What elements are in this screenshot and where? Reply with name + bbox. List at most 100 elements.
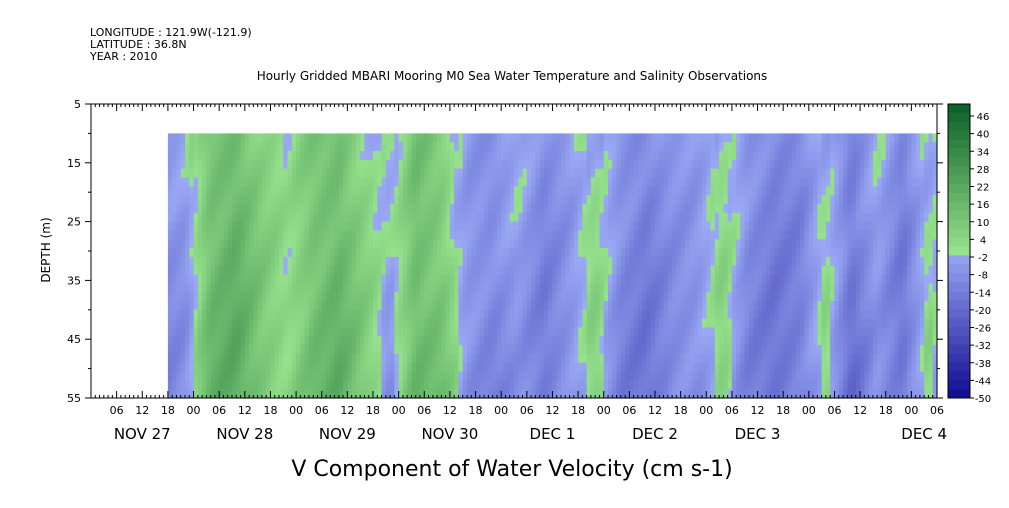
x-tick-label: 12 bbox=[135, 404, 149, 417]
y-tick-label: 55 bbox=[67, 392, 81, 405]
colorbar-label: -26 bbox=[975, 324, 991, 335]
x-tick-label: 12 bbox=[238, 404, 252, 417]
colorbar-swatch bbox=[948, 282, 970, 291]
colorbar-swatch bbox=[948, 353, 970, 362]
x-tick-label: 18 bbox=[263, 404, 277, 417]
colorbar-swatch bbox=[948, 255, 970, 264]
colorbar-swatch bbox=[948, 327, 970, 336]
colorbar-label: -2 bbox=[978, 253, 988, 264]
colorbar-swatch bbox=[948, 389, 970, 398]
colorbar-swatch bbox=[948, 113, 970, 122]
colorbar-swatch bbox=[948, 122, 970, 131]
y-tick-label: 5 bbox=[74, 98, 81, 111]
colorbar-label: -44 bbox=[975, 376, 991, 387]
x-tick-label: 00 bbox=[187, 404, 201, 417]
x-tick-label: 18 bbox=[571, 404, 585, 417]
y-tick-label: 25 bbox=[67, 216, 81, 229]
x-tick-label: 18 bbox=[776, 404, 790, 417]
x-tick-label: 12 bbox=[340, 404, 354, 417]
colorbar-swatch bbox=[948, 273, 970, 282]
colorbar-swatch bbox=[948, 309, 970, 318]
x-day-label: DEC 3 bbox=[735, 425, 781, 443]
colorbar-swatch bbox=[948, 336, 970, 345]
colorbar-label: -50 bbox=[975, 394, 991, 405]
colorbar-label: 16 bbox=[977, 200, 990, 211]
x-tick-label: 00 bbox=[699, 404, 713, 417]
colorbar-swatch bbox=[948, 157, 970, 166]
colorbar-swatch bbox=[948, 318, 970, 327]
colorbar-label: -8 bbox=[978, 271, 988, 282]
x-day-label: NOV 29 bbox=[319, 425, 376, 443]
y-tick-label: 35 bbox=[67, 274, 81, 287]
colorbar-label: -14 bbox=[975, 288, 991, 299]
x-tick-label: 18 bbox=[469, 404, 483, 417]
colorbar-swatch bbox=[948, 291, 970, 300]
x-tick-label: 12 bbox=[853, 404, 867, 417]
x-tick-label: 18 bbox=[161, 404, 175, 417]
x-axis-label: V Component of Water Velocity (cm s-1) bbox=[291, 457, 732, 482]
colorbar-swatch bbox=[948, 104, 970, 113]
chart-title: Hourly Gridded MBARI Mooring M0 Sea Wate… bbox=[257, 69, 768, 83]
colorbar-swatch bbox=[948, 380, 970, 389]
x-tick-label: 12 bbox=[751, 404, 765, 417]
colorbar-label: -20 bbox=[975, 306, 991, 317]
colorbar-swatch bbox=[948, 131, 970, 140]
colorbar-swatch bbox=[948, 166, 970, 175]
colorbar-swatch bbox=[948, 140, 970, 149]
x-tick-label: 06 bbox=[930, 404, 944, 417]
colorbar-label: 40 bbox=[977, 130, 990, 141]
y-tick-label: 45 bbox=[67, 333, 81, 346]
x-tick-label: 06 bbox=[520, 404, 534, 417]
colorbar-swatch bbox=[948, 202, 970, 211]
colorbar-label: 10 bbox=[977, 218, 990, 229]
heatmap-field bbox=[168, 133, 938, 398]
colorbar-label: 22 bbox=[977, 183, 990, 194]
x-tick-label: 00 bbox=[289, 404, 303, 417]
colorbar-swatch bbox=[948, 238, 970, 247]
colorbar-swatch bbox=[948, 362, 970, 371]
x-tick-label: 06 bbox=[212, 404, 226, 417]
x-day-label: DEC 1 bbox=[530, 425, 576, 443]
x-tick-label: 00 bbox=[494, 404, 508, 417]
colorbar: 46 40 34 28 22 16 10 4 -2 -8 -14 -20 -26 -32 -38 -44 -50 bbox=[948, 104, 991, 405]
colorbar-label: -38 bbox=[975, 359, 991, 370]
y-tick-label: 15 bbox=[67, 157, 81, 170]
year-label: YEAR : 2010 bbox=[89, 50, 158, 63]
colorbar-swatch bbox=[948, 175, 970, 184]
x-tick-label: 06 bbox=[315, 404, 329, 417]
x-tick-label: 00 bbox=[904, 404, 918, 417]
x-tick-label: 18 bbox=[366, 404, 380, 417]
colorbar-swatch bbox=[948, 229, 970, 238]
colorbar-swatch bbox=[948, 247, 970, 256]
colorbar-swatch bbox=[948, 345, 970, 354]
x-tick-label: 12 bbox=[545, 404, 559, 417]
x-day-label: NOV 28 bbox=[216, 425, 273, 443]
x-tick-label: 00 bbox=[392, 404, 406, 417]
colorbar-swatch bbox=[948, 193, 970, 202]
colorbar-swatch bbox=[948, 184, 970, 193]
colorbar-swatch bbox=[948, 371, 970, 380]
x-day-label: DEC 4 bbox=[901, 425, 947, 443]
x-day-label: NOV 30 bbox=[421, 425, 478, 443]
x-day-label: DEC 2 bbox=[632, 425, 678, 443]
colorbar-label: -32 bbox=[975, 341, 991, 352]
x-tick-label: 18 bbox=[879, 404, 893, 417]
x-tick-label: 00 bbox=[597, 404, 611, 417]
colorbar-label: 4 bbox=[980, 235, 986, 246]
colorbar-label: 46 bbox=[977, 112, 990, 123]
colorbar-swatch bbox=[948, 149, 970, 158]
colorbar-swatch bbox=[948, 211, 970, 220]
colorbar-swatch bbox=[948, 300, 970, 309]
colorbar-swatch bbox=[948, 264, 970, 273]
colorbar-label: 34 bbox=[977, 147, 990, 158]
x-tick-label: 12 bbox=[648, 404, 662, 417]
y-axis-label: DEPTH (m) bbox=[39, 217, 53, 282]
colorbar-label: 28 bbox=[977, 165, 990, 176]
x-tick-label: 06 bbox=[417, 404, 431, 417]
x-tick-label: 06 bbox=[622, 404, 636, 417]
colorbar-swatch bbox=[948, 220, 970, 229]
x-tick-label: 12 bbox=[443, 404, 457, 417]
x-tick-label: 18 bbox=[674, 404, 688, 417]
